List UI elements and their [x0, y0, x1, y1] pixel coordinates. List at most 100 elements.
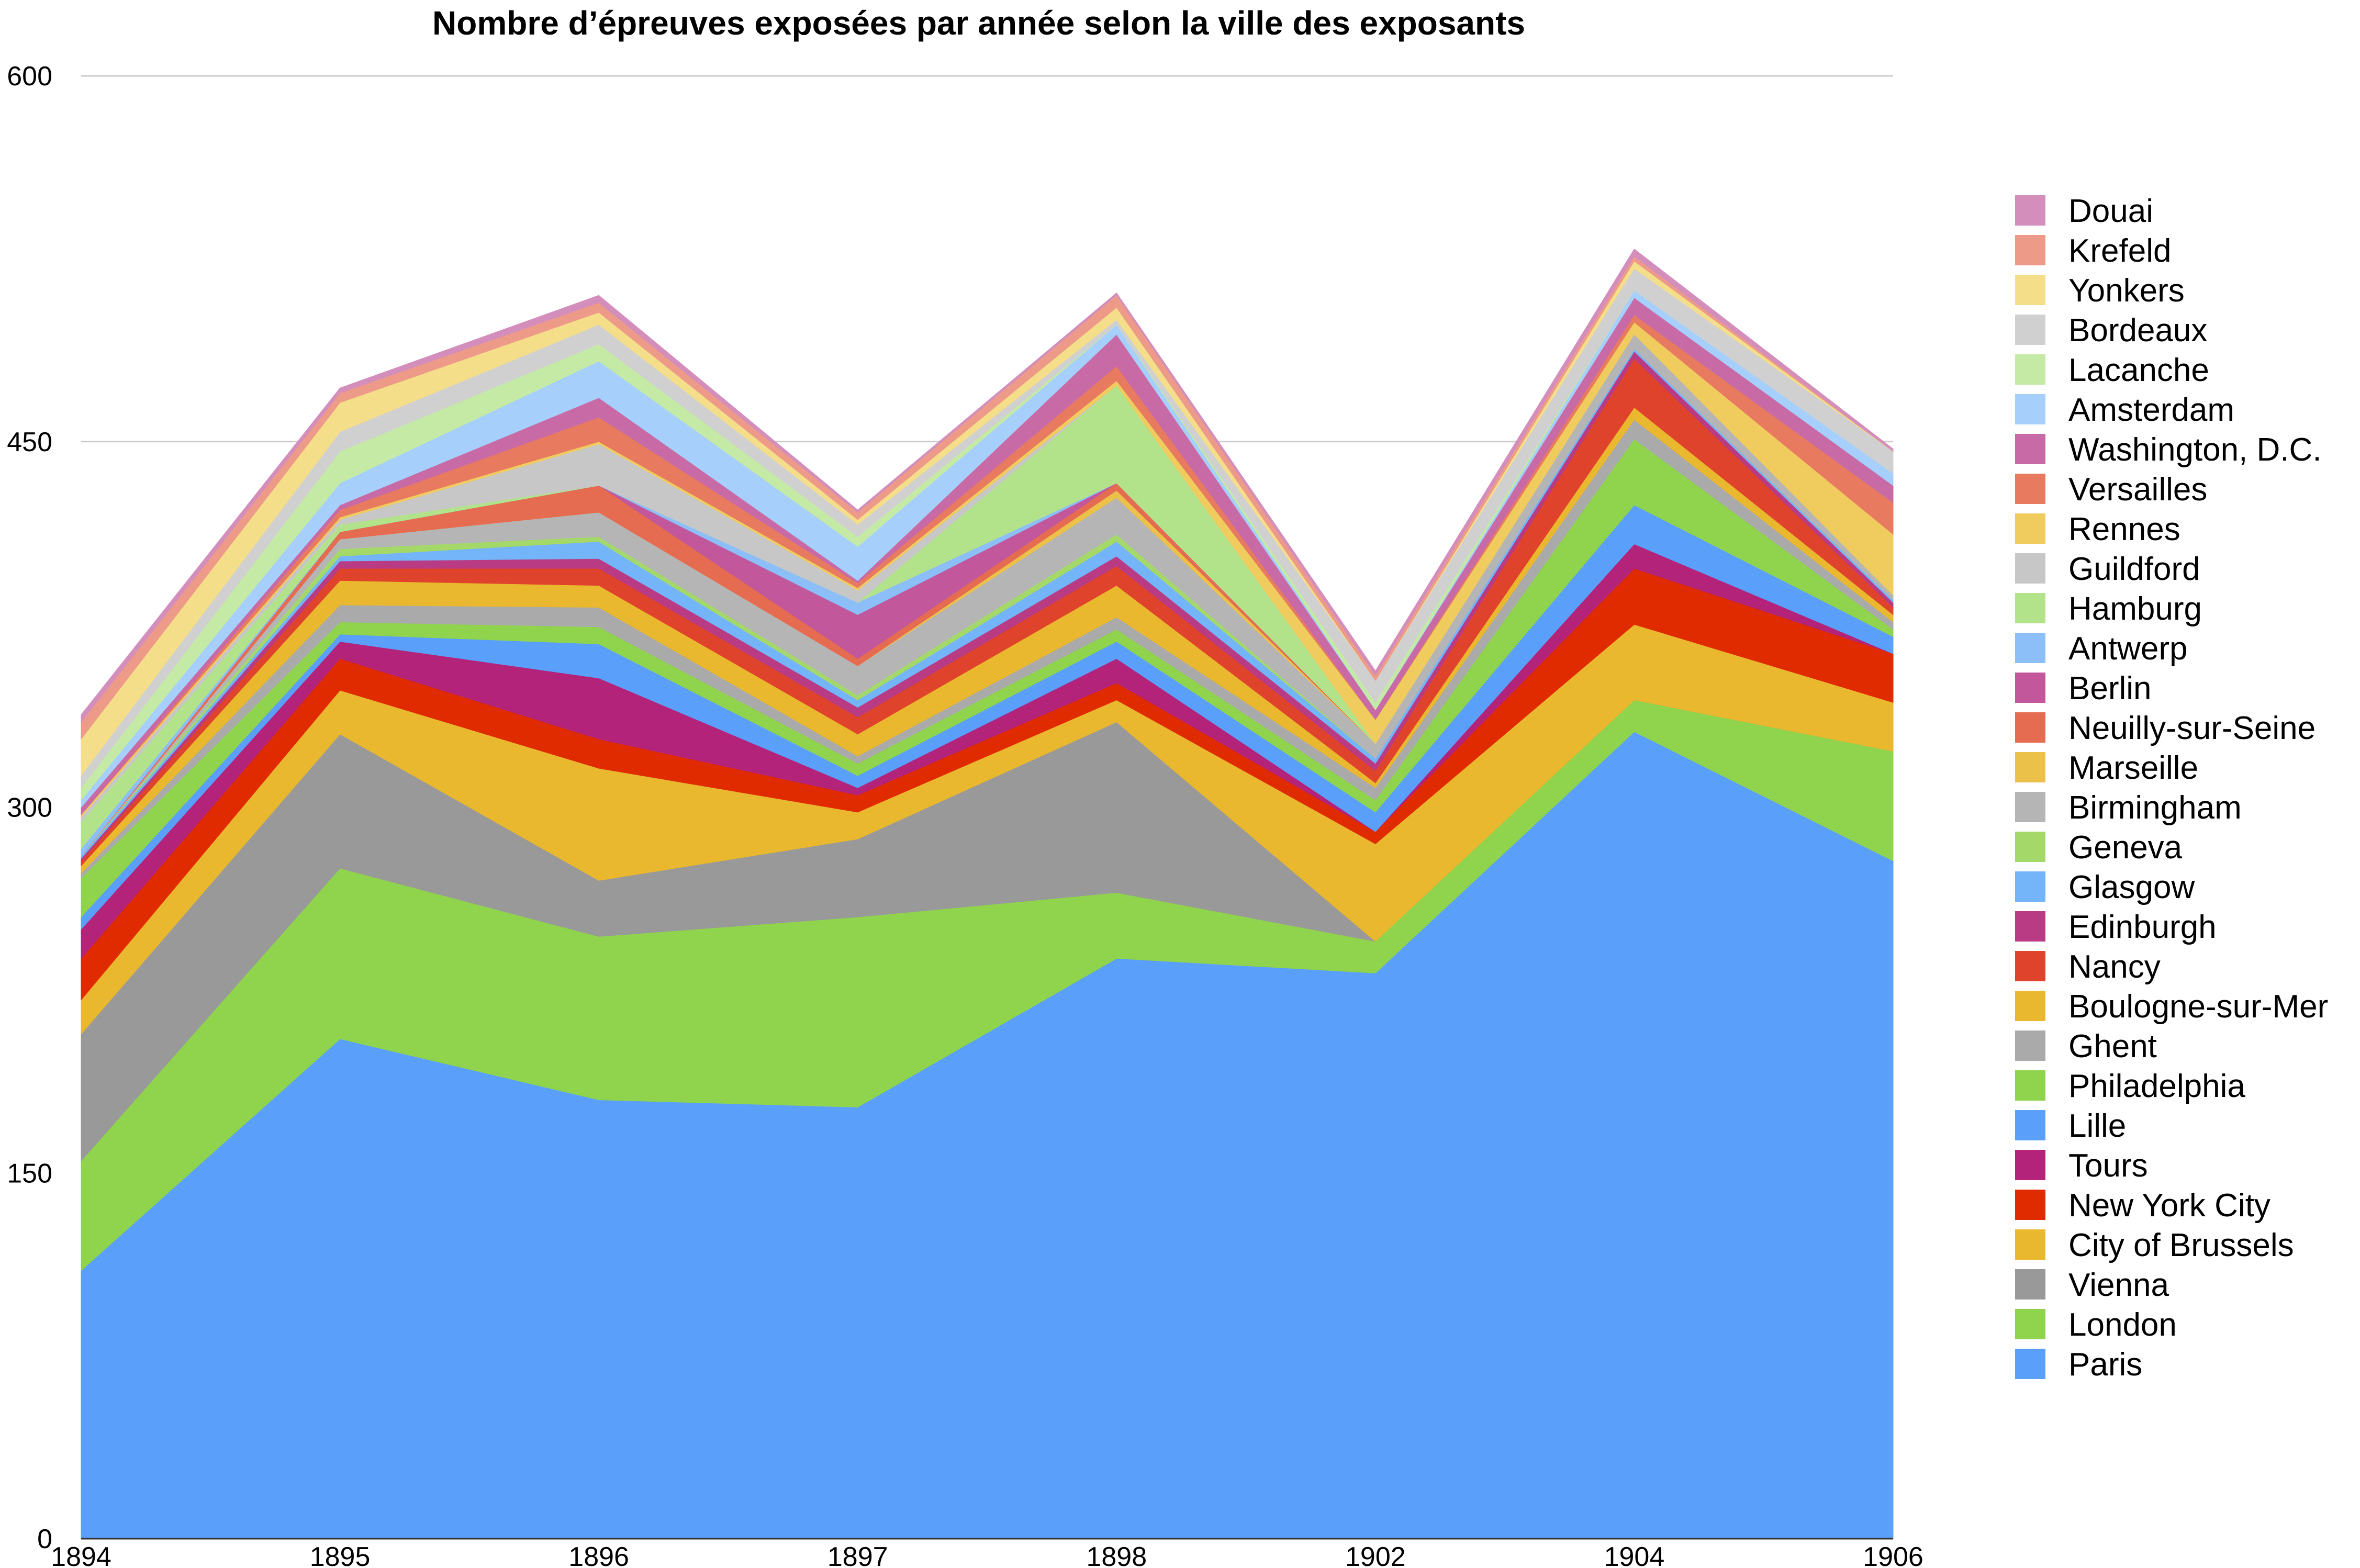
y-tick-label: 300	[7, 793, 52, 823]
legend-swatch	[2015, 633, 2045, 663]
legend-label: Antwerp	[2068, 631, 2187, 667]
legend-item: Antwerp	[2015, 631, 2187, 667]
legend-swatch	[2015, 434, 2045, 464]
legend-label: Birmingham	[2068, 790, 2242, 826]
legend-label: Edinburgh	[2068, 909, 2217, 945]
legend-item: London	[2015, 1307, 2177, 1343]
legend-swatch	[2015, 1070, 2045, 1101]
legend-item: Amsterdam	[2015, 392, 2234, 428]
legend-item: Versailles	[2015, 472, 2207, 508]
legend-swatch	[2015, 553, 2045, 584]
legend-label: Berlin	[2068, 670, 2152, 707]
legend-label: Tours	[2068, 1148, 2148, 1184]
legend-label: Versailles	[2068, 472, 2207, 508]
legend-label: Lille	[2068, 1108, 2126, 1144]
legend-item: Lacanche	[2015, 352, 2209, 388]
legend-label: Philadelphia	[2068, 1068, 2245, 1104]
legend-label: Guildford	[2068, 551, 2200, 587]
x-tick-label: 1896	[568, 1542, 629, 1568]
legend-swatch	[2015, 832, 2045, 862]
legend-label: Paris	[2068, 1347, 2142, 1383]
x-tick-label: 1898	[1086, 1542, 1147, 1568]
legend-label: Vienna	[2068, 1267, 2169, 1303]
legend-item: Douai	[2015, 193, 2153, 229]
legend-item: Rennes	[2015, 511, 2180, 547]
legend-item: Tours	[2015, 1148, 2148, 1184]
legend-swatch	[2015, 752, 2045, 782]
legend-item: Washington, D.C.	[2015, 432, 2322, 468]
legend-label: Lacanche	[2068, 352, 2209, 388]
x-tick-label: 1895	[310, 1542, 371, 1568]
y-tick-label: 0	[37, 1524, 52, 1554]
legend-label: Neuilly-sur-Seine	[2068, 710, 2316, 746]
legend-item: Paris	[2015, 1347, 2142, 1383]
legend-label: Amsterdam	[2068, 392, 2234, 428]
legend-swatch	[2015, 1269, 2045, 1300]
x-tick-label: 1897	[827, 1542, 888, 1568]
y-tick-label: 150	[7, 1158, 52, 1189]
legend-item: Nancy	[2015, 949, 2161, 985]
legend-swatch	[2015, 951, 2045, 981]
legend-label: City of Brussels	[2068, 1227, 2294, 1263]
legend-item: Ghent	[2015, 1028, 2157, 1065]
legend-item: Bordeaux	[2015, 312, 2207, 349]
legend-item: New York City	[2015, 1188, 2270, 1224]
legend-swatch	[2015, 1190, 2045, 1220]
legend-item: Geneva	[2015, 830, 2183, 866]
x-tick-label: 1894	[51, 1542, 111, 1568]
legend-label: Bordeaux	[2068, 312, 2207, 349]
legend-label: Hamburg	[2068, 591, 2202, 627]
chart-title: Nombre d’épreuves exposées par année sel…	[432, 4, 1525, 42]
legend-label: Glasgow	[2068, 869, 2195, 905]
legend-label: London	[2068, 1307, 2177, 1343]
legend-swatch	[2015, 513, 2045, 544]
legend-swatch	[2015, 315, 2045, 345]
y-tick-label: 600	[7, 61, 52, 92]
legend-swatch	[2015, 474, 2045, 504]
legend-label: Douai	[2068, 193, 2153, 229]
legend-swatch	[2015, 354, 2045, 385]
legend-item: Guildford	[2015, 551, 2200, 587]
legend-item: Berlin	[2015, 670, 2152, 707]
legend-label: Washington, D.C.	[2068, 432, 2322, 468]
legend-swatch	[2015, 394, 2045, 424]
x-tick-label: 1904	[1604, 1542, 1665, 1568]
y-tick-label: 450	[7, 427, 52, 457]
legend-label: New York City	[2068, 1188, 2270, 1224]
legend-item: Lille	[2015, 1108, 2126, 1144]
legend-label: Rennes	[2068, 511, 2180, 547]
legend-swatch	[2015, 871, 2045, 902]
legend-label: Ghent	[2068, 1028, 2157, 1065]
legend-item: Yonkers	[2015, 273, 2185, 309]
legend-item: Vienna	[2015, 1267, 2169, 1303]
legend-label: Yonkers	[2068, 273, 2185, 309]
legend-item: Birmingham	[2015, 790, 2242, 826]
legend-swatch	[2015, 1229, 2045, 1260]
legend-swatch	[2015, 911, 2045, 942]
legend-item: Boulogne-sur-Mer	[2015, 989, 2328, 1025]
legend-item: Marseille	[2015, 750, 2198, 786]
legend-item: City of Brussels	[2015, 1227, 2294, 1263]
legend-swatch	[2015, 712, 2045, 743]
legend-label: Krefeld	[2068, 233, 2171, 269]
legend-item: Glasgow	[2015, 869, 2195, 905]
legend-swatch	[2015, 593, 2045, 623]
legend-swatch	[2015, 991, 2045, 1021]
legend-swatch	[2015, 1309, 2045, 1339]
legend-item: Edinburgh	[2015, 909, 2217, 945]
legend-swatch	[2015, 1110, 2045, 1140]
legend-swatch	[2015, 792, 2045, 822]
legend-item: Neuilly-sur-Seine	[2015, 710, 2316, 746]
legend-item: Hamburg	[2015, 591, 2202, 627]
axes: 0 150 300 450 600 1894 1895 1896 1897 1898 1902 190…	[7, 61, 1923, 1568]
legend-swatch	[2015, 275, 2045, 305]
legend-label: Marseille	[2068, 750, 2198, 786]
legend-swatch	[2015, 235, 2045, 265]
legend-label: Boulogne-sur-Mer	[2068, 989, 2328, 1025]
legend-swatch	[2015, 1031, 2045, 1061]
legend-label: Nancy	[2068, 949, 2161, 985]
legend-label: Geneva	[2068, 830, 2183, 866]
